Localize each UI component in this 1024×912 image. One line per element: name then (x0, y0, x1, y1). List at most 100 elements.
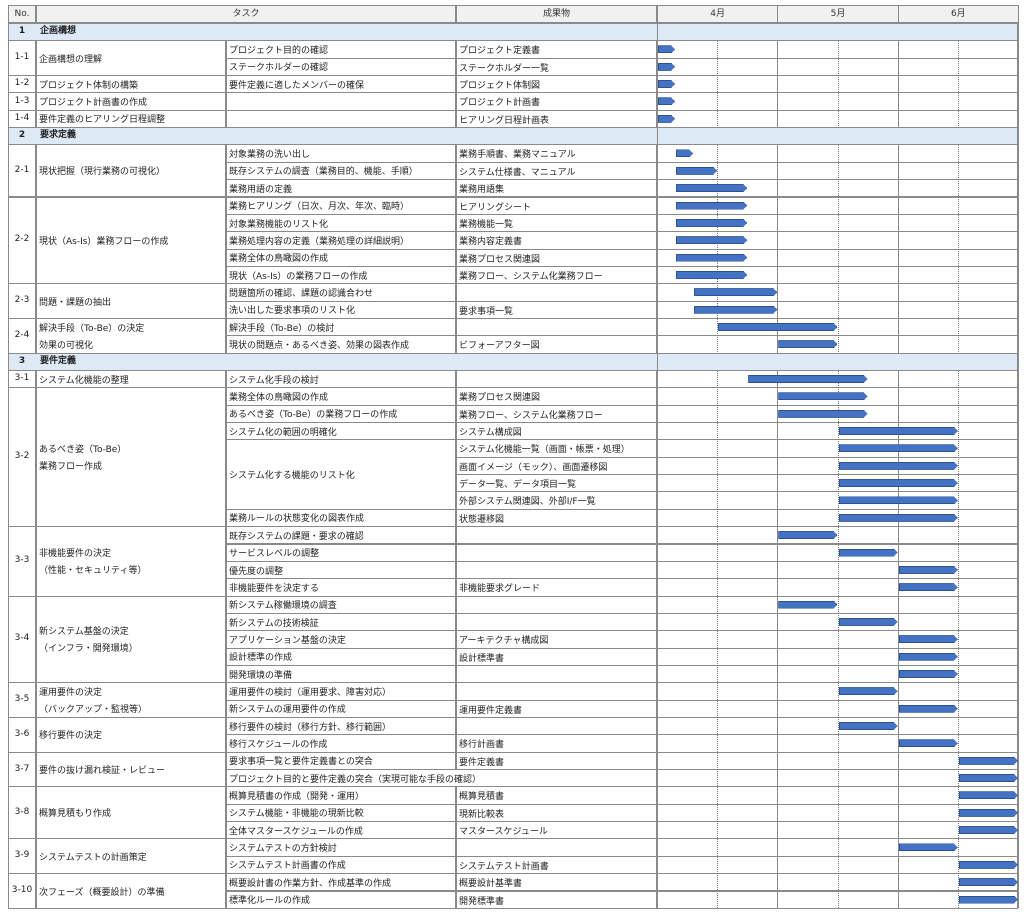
deliverable-label: マスタースケジュール (459, 827, 548, 838)
group-name: （インフラ・開発環境） (39, 644, 138, 655)
deliverable-cell (456, 664, 657, 684)
task-label: 概要設計書の作業方針、作成基準の作成 (229, 878, 392, 889)
task-label: 現状の問題点・あるべき姿、効果の図表作成 (229, 340, 410, 351)
group-number: 3-1 (14, 373, 30, 384)
group-name: プロジェクト体制の構築 (39, 80, 139, 91)
schedule-bar (778, 392, 867, 400)
schedule-bar (839, 722, 898, 730)
schedule-bar (658, 63, 675, 71)
deliverable-label: 業務プロセス関連図 (459, 393, 541, 404)
group-no-cell (8, 109, 36, 129)
deliverable-label: 現新比較表 (459, 809, 505, 820)
task-label: アプリケーション基盤の決定 (229, 635, 346, 646)
schedule-bar (839, 687, 898, 695)
schedule-bar (676, 184, 747, 192)
header-no: No. (8, 5, 36, 23)
deliverable-label: プロジェクト体制図 (459, 81, 541, 92)
deliverable-label: システムテスト計画書 (459, 861, 549, 872)
schedule-bar (748, 375, 867, 383)
group-name: システムテストの計画策定 (39, 852, 147, 863)
header-deliverable: 成果物 (456, 5, 657, 23)
task-label: ステークホルダーの確認 (229, 63, 329, 74)
task-label: システム化手段の検討 (229, 375, 319, 386)
group-no-cell (8, 387, 36, 528)
task-cell (226, 109, 456, 129)
group-name: システム化機能の整理 (39, 375, 129, 386)
schedule-bar (778, 601, 837, 609)
group-name: （バックアップ・監視等） (39, 705, 148, 716)
deliverable-label: 移行計画書 (459, 740, 505, 751)
task-label: システム化する機能のリスト化 (229, 471, 355, 482)
group-name: 業務フロー作成 (39, 462, 103, 473)
task-cell (226, 335, 456, 354)
phase-band-overlay (657, 23, 1018, 42)
task-label: 業務ヒアリング（日次、月次、年次、臨時） (229, 202, 410, 213)
task-label: 非機能要件を決定する (229, 583, 320, 594)
group-name: 問題・課題の抽出 (39, 297, 112, 308)
group-number: 1-3 (14, 95, 30, 106)
schedule-bar (899, 583, 958, 591)
group-name: 非機能要件の決定 (39, 549, 112, 560)
deliverable-label: 業務プロセス関連図 (459, 254, 541, 265)
schedule-bar (959, 757, 1018, 765)
month-divider (1018, 23, 1019, 908)
task-label: 業務全体の鳥瞰図の作成 (229, 393, 329, 404)
group-number: 3-4 (14, 633, 30, 644)
task-label: 新システムの技術検証 (229, 618, 319, 629)
group-no-cell (8, 717, 36, 753)
midmonth-divider (717, 23, 719, 908)
task-label: 移行要件の検討（移行方針、移行範囲） (229, 722, 392, 733)
schedule-bar (778, 531, 837, 539)
group-number: 3-5 (14, 694, 30, 705)
deliverable-cell (456, 560, 657, 580)
task-label: 洗い出した要求事項のリスト化 (229, 306, 356, 317)
midmonth-divider (957, 23, 959, 908)
schedule-bar (899, 843, 958, 851)
schedule-bar (899, 566, 958, 574)
group-name-cell (36, 109, 226, 129)
group-number: 3-8 (14, 806, 30, 817)
group-name-cell (36, 595, 226, 684)
task-label: 新システムの運用要件の作成 (229, 705, 346, 716)
deliverable-cell (456, 317, 657, 337)
task-label: サービスレベルの調整 (229, 549, 320, 560)
schedule-bar (839, 514, 958, 522)
deliverable-label: アーキテクチャ構成図 (459, 636, 549, 647)
group-name: 新システム基盤の決定 (39, 627, 129, 638)
deliverable-label: 業務フロー、システム化業務フロー (459, 271, 603, 282)
phase-number: 2 (18, 130, 26, 141)
task-label: 解決手段（To-Be）の検討 (229, 323, 335, 334)
deliverable-cell (456, 612, 657, 632)
group-number: 3-2 (14, 451, 30, 462)
group-name-cell (36, 317, 226, 354)
schedule-bar (959, 878, 1018, 886)
task-label: 業務全体の鳥瞰図の作成 (229, 254, 329, 265)
task-label: 新システム稼働環境の調査 (229, 601, 337, 612)
deliverable-cell (456, 595, 657, 614)
group-name-cell (36, 196, 226, 285)
group-number: 2-4 (14, 329, 30, 340)
schedule-bar (676, 271, 747, 279)
schedule-bar (839, 618, 898, 626)
group-number: 3-3 (14, 555, 30, 566)
deliverable-cell (456, 109, 657, 129)
deliverable-label: 業務手順書、業務マニュアル (459, 150, 576, 161)
schedule-bar (959, 809, 1018, 817)
schedule-bar (676, 149, 693, 157)
deliverable-cell (456, 283, 657, 302)
task-label: 移行スケジュールの作成 (229, 740, 328, 751)
group-number: 1-1 (14, 52, 30, 63)
task-label: 要件定義に適したメンバーの確保 (229, 80, 365, 91)
task-label: 設計標準の作成 (229, 653, 293, 664)
phase-number: 3 (18, 355, 26, 366)
group-number: 2-2 (14, 234, 30, 245)
deliverable-cell (456, 838, 657, 857)
task-label: 概算見積書の作成（開発・運用） (229, 792, 365, 803)
deliverable-label: システム構成図 (459, 428, 522, 439)
task-label: 業務用語の定義 (229, 184, 293, 195)
group-name: あるべき姿（To-Be） (39, 445, 127, 456)
task-label: 要求事項一覧と要件定義書との突合 (229, 757, 373, 768)
group-number: 3-6 (14, 728, 30, 739)
schedule-bar (694, 306, 777, 314)
